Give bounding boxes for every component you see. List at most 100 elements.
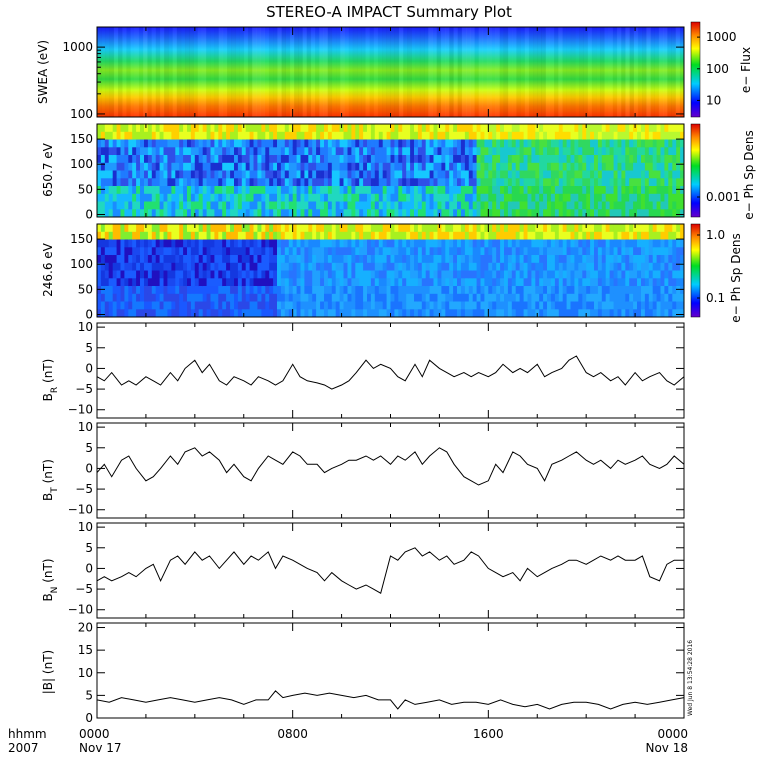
pad246-tex-cell xyxy=(316,309,321,318)
pad650-tex-cell xyxy=(253,193,258,202)
pad246-tex-cell xyxy=(288,309,294,318)
pad650-tex-cell xyxy=(378,124,384,133)
pad650-tex-cell xyxy=(370,155,376,164)
pad246-tex-cell xyxy=(605,231,610,240)
pad650-tex-cell xyxy=(637,139,642,148)
pad246-tex-cell xyxy=(257,286,262,295)
pad650-tex-cell xyxy=(284,186,290,195)
pad650-tex-cell xyxy=(394,209,399,218)
pad650-tex-cell xyxy=(100,170,106,179)
pad246-tex-cell xyxy=(504,301,509,310)
pad650-tex-cell xyxy=(425,209,430,218)
pad246-tex-cell xyxy=(249,301,254,310)
pad246-tex-cell xyxy=(394,247,399,256)
pad650-tex-cell xyxy=(492,124,497,133)
pad650-tex-cell xyxy=(335,209,340,218)
pad650-tex-cell xyxy=(147,139,153,148)
pad246-tex-cell xyxy=(609,309,614,318)
pad650-tex-cell xyxy=(97,147,102,156)
pad650-tex-cell xyxy=(421,186,427,195)
pad246-tex-cell xyxy=(484,239,489,248)
pad246-tex-cell xyxy=(531,247,536,256)
pad650-tex-cell xyxy=(441,147,446,156)
pad650-tex-cell xyxy=(386,162,391,171)
pad246-tex-cell xyxy=(230,286,235,295)
pad246-tex-cell xyxy=(144,247,149,256)
pad650-tex-cell xyxy=(265,155,270,164)
pad650-tex-cell xyxy=(621,124,626,133)
pad246-tex-cell xyxy=(284,239,290,248)
pad650-tex-cell xyxy=(261,124,266,133)
pad246-tex-cell xyxy=(496,286,501,295)
pad246-tex-cell xyxy=(234,255,239,264)
pad650-tex-cell xyxy=(351,162,356,171)
pad246-tex-cell xyxy=(605,262,610,271)
pad650-tex-cell xyxy=(327,170,333,179)
pad650-tex-cell xyxy=(484,139,489,148)
pad246-tex-cell xyxy=(484,278,489,287)
pad246-tex-cell xyxy=(414,286,419,295)
pad650-tex-cell xyxy=(100,193,106,202)
pad650-tex-cell xyxy=(629,170,634,179)
bt-ylabel: BT (nT) xyxy=(41,459,60,501)
pad650-tex-cell xyxy=(327,162,333,171)
y-tick-label: 0 xyxy=(85,711,93,725)
pad246-tex-cell xyxy=(112,231,117,240)
pad246-tex-cell xyxy=(660,293,665,302)
pad650-tex-cell xyxy=(265,139,270,148)
pad246-tex-cell xyxy=(613,270,618,279)
x-tick-date: Nov 17 xyxy=(79,741,122,755)
x-tick-time: 0800 xyxy=(277,727,308,741)
pad246-tex-cell xyxy=(488,231,493,240)
pad246-tex-cell xyxy=(453,301,458,310)
pad650-tex-cell xyxy=(652,131,657,140)
pad246-tex-cell xyxy=(445,247,450,256)
pad650-tex-cell xyxy=(507,186,513,195)
pad650-tex-cell xyxy=(331,193,337,202)
pad650-tex-cell xyxy=(457,201,462,210)
pad650-tex-cell xyxy=(523,162,528,171)
pad650-tex-cell xyxy=(179,170,184,179)
pad246-tex-cell xyxy=(324,301,329,310)
pad650-tex-cell xyxy=(175,170,180,179)
pad650-tex-cell xyxy=(312,155,317,164)
pad246-tex-cell xyxy=(320,255,325,264)
pad650-tex-cell xyxy=(429,155,434,164)
pad246-tex-cell xyxy=(234,309,239,318)
pad650-tex-cell xyxy=(359,193,364,202)
pad246-tex-cell xyxy=(147,239,153,248)
pad650-tex-cell xyxy=(104,178,110,187)
pad650-tex-cell xyxy=(414,155,419,164)
pad650-tex-cell xyxy=(597,193,603,202)
pad650-tex-cell xyxy=(163,147,168,156)
pad246-tex-cell xyxy=(410,293,415,302)
pad650-tex-cell xyxy=(680,147,685,156)
pad650-tex-cell xyxy=(241,147,247,156)
pad246-tex-cell xyxy=(355,239,360,248)
pad246-tex-cell xyxy=(590,301,595,310)
pad650-tex-cell xyxy=(249,155,254,164)
pad246-tex-cell xyxy=(304,247,309,256)
pad246-tex-cell xyxy=(539,255,544,264)
pad246-tex-cell xyxy=(108,286,113,295)
pad650-tex-cell xyxy=(554,124,560,133)
pad246-tex-cell xyxy=(296,286,301,295)
pad246-tex-cell xyxy=(241,255,247,264)
pad650-tex-cell xyxy=(324,193,329,202)
pad246-tex-cell xyxy=(445,278,450,287)
pad650-tex-cell xyxy=(421,170,427,179)
pad650-tex-cell xyxy=(124,186,129,195)
pad650-tex-cell xyxy=(453,131,458,140)
pad246-tex-cell xyxy=(433,270,438,279)
swea-texture-stripe xyxy=(524,27,530,117)
pad650-tex-cell xyxy=(116,186,121,195)
pad246-tex-cell xyxy=(167,224,172,233)
pad246-tex-cell xyxy=(406,278,411,287)
pad650-tex-cell xyxy=(586,124,591,133)
pad650-tex-cell xyxy=(507,124,513,133)
y-tick-label: 5 xyxy=(85,341,93,355)
swea-texture-stripe xyxy=(336,27,341,117)
pad650-tex-cell xyxy=(519,124,524,133)
pad650-tex-cell xyxy=(550,162,556,171)
